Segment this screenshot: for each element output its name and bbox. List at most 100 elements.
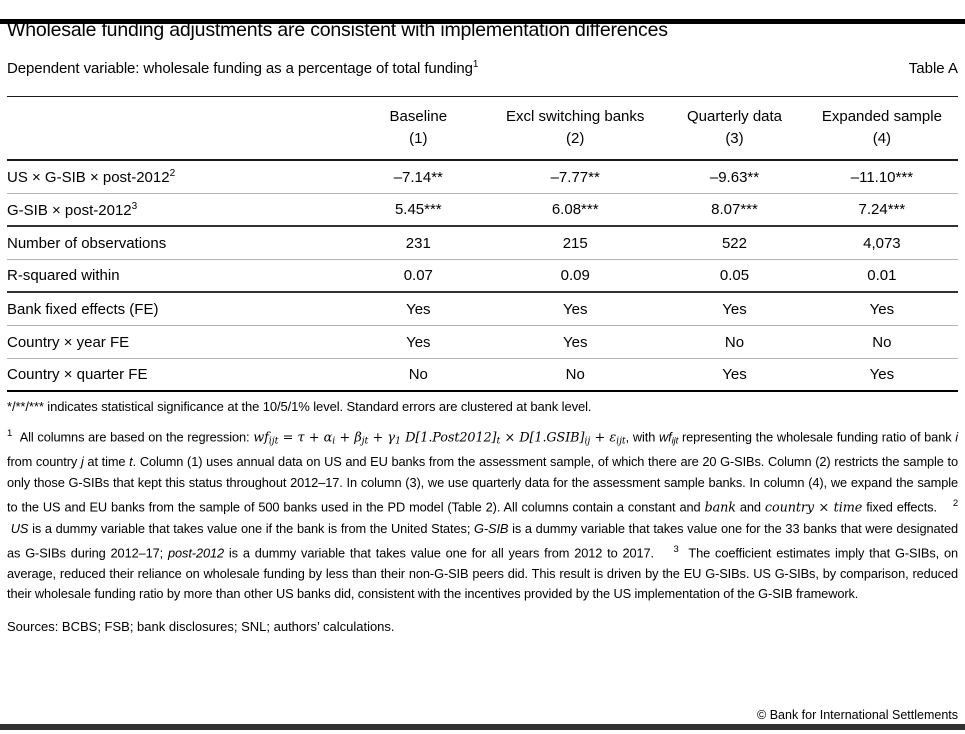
cell-value: 522 <box>721 234 747 252</box>
footnote-text: 1 <box>394 435 401 447</box>
cell-value: 7.24*** <box>858 201 906 218</box>
row-label: R-squared within <box>7 267 120 284</box>
cell-value: 0.09 <box>560 267 590 284</box>
footnote-text: G-SIB <box>474 520 509 536</box>
footnote-text: , with <box>625 429 660 445</box>
sources-line: Sources: BCBS; FSB; bank disclosures; SN… <box>7 619 395 635</box>
footnote-marker: 2 <box>169 168 176 179</box>
footnote-text: ijt <box>671 435 679 447</box>
footnote-text: + γ <box>368 430 396 446</box>
footnote-text: post-2012 <box>168 544 225 560</box>
footnote-marker: 3 <box>131 200 138 212</box>
table-row: Country × quarter FE No No Yes Yes <box>7 359 958 392</box>
cell-value: Yes <box>562 333 588 351</box>
cell-value: Yes <box>562 300 588 318</box>
footnote-text: wf <box>253 430 269 446</box>
cell-value: Yes <box>869 366 895 383</box>
footnote-text: j <box>80 454 84 470</box>
footnote-text: ijt <box>616 435 626 447</box>
footnote-text: fixed effects. <box>862 498 953 514</box>
significance-note: */**/*** indicates statistical significa… <box>7 399 592 414</box>
cell-value: 8.07*** <box>711 201 758 218</box>
footnote-text: US <box>10 520 29 536</box>
cell-value: No <box>724 333 745 351</box>
cell-value: 6.08*** <box>551 201 599 218</box>
footnote-text: × D[1.GSIB] <box>500 430 585 446</box>
cell-value: No <box>408 366 428 383</box>
column-header-number: (3) <box>725 130 744 147</box>
footnote-text: The coefficient estimates imply that G-S… <box>7 544 959 602</box>
footnote-text: ij <box>584 435 591 447</box>
footnote-text: representing the wholesale funding ratio… <box>678 429 956 445</box>
cell-value: Yes <box>869 300 895 318</box>
table-row: Number of observations 231 215 522 4,073 <box>7 227 958 260</box>
column-header: Excl switching banks (2) <box>487 97 663 159</box>
footnote-marker: 1 <box>472 59 479 70</box>
cell-value: –11.10*** <box>850 168 914 186</box>
cell-value: No <box>565 366 585 383</box>
row-label: US × G-SIB × post-20122 <box>7 168 176 186</box>
cell-value: Yes <box>722 366 747 383</box>
column-header-number: (2) <box>566 130 585 147</box>
footnote-marker: 2 <box>952 497 959 509</box>
top-rule-bar <box>0 19 965 24</box>
subtitle-row: Dependent variable: wholesale funding as… <box>7 59 958 77</box>
column-header-label: Quarterly data <box>686 108 783 125</box>
header-spacer <box>7 97 349 159</box>
footnote-text: + β <box>335 430 362 446</box>
footnote-marker: 1 <box>7 428 13 439</box>
table-row: R-squared within 0.07 0.09 0.05 0.01 <box>7 260 958 293</box>
cell-value: No <box>872 333 892 351</box>
bottom-rule-bar <box>0 724 965 730</box>
cell-value: 215 <box>562 234 588 252</box>
column-header-number: (4) <box>872 130 892 147</box>
footnote-text: is a dummy variable that takes value one… <box>7 520 958 560</box>
row-label: Number of observations <box>7 234 167 252</box>
cell-value: 0.07 <box>403 267 433 284</box>
dependent-variable-subtitle: Dependent variable: wholesale funding as… <box>7 59 478 77</box>
column-header: Baseline (1) <box>349 97 487 159</box>
cell-value: 4,073 <box>863 234 901 252</box>
footnote-text: country × time <box>764 499 863 515</box>
footnote-text: . Column (1) uses annual data on US and … <box>7 454 958 514</box>
column-header-label: Baseline <box>389 108 448 125</box>
table-label: Table A <box>908 60 958 77</box>
footnote-text: t <box>496 435 501 447</box>
footnote-text: + ε <box>590 430 617 446</box>
footnote-marker: 3 <box>673 543 679 555</box>
footnote-text: t <box>129 454 133 470</box>
row-label: Country × year FE <box>7 333 130 351</box>
cell-value: Yes <box>406 300 431 318</box>
subtitle-text: Dependent variable: wholesale funding as… <box>7 60 473 77</box>
page: Wholesale funding adjustments are consis… <box>0 19 965 634</box>
footnote-text: i <box>332 435 336 447</box>
cell-value: 0.01 <box>867 267 897 284</box>
footnote-text: wf <box>659 429 672 445</box>
table-body: US × G-SIB × post-20122 –7.14** –7.77** –9.… <box>7 161 958 392</box>
column-header-number: (1) <box>409 130 428 147</box>
footnote-text: from country <box>7 454 81 470</box>
table-row: Bank fixed effects (FE) Yes Yes Yes Yes <box>7 293 958 326</box>
cell-value: –7.14** <box>393 168 443 186</box>
cell-value: Yes <box>406 333 431 351</box>
row-label: G-SIB × post-20123 <box>7 200 138 219</box>
footnote-text: i <box>955 429 959 445</box>
column-header-label: Excl switching banks <box>506 108 645 125</box>
column-header: Expanded sample (4) <box>806 97 958 159</box>
table-header-row: Baseline (1) Excl switching banks (2) Quarte… <box>7 96 958 161</box>
column-header: Quarterly data (3) <box>663 97 806 159</box>
copyright-notice: © Bank for International Settlements <box>757 708 958 722</box>
row-label: Bank fixed effects (FE) <box>7 300 159 318</box>
table-row: Country × year FE Yes Yes No No <box>7 326 958 359</box>
row-label: Country × quarter FE <box>7 366 148 383</box>
footnote-text: is a dummy variable that takes value one… <box>28 520 475 536</box>
footnote-text: is a dummy variable that takes value one… <box>224 544 674 560</box>
footnote-text: = τ + α <box>278 430 333 446</box>
footnote-text: D[1.Post2012] <box>400 430 497 446</box>
footnote-text: and <box>735 498 765 514</box>
column-header-label: Expanded sample <box>821 108 942 125</box>
cell-value: Yes <box>722 300 747 318</box>
footnote-text: jt <box>361 435 369 447</box>
cell-value: 5.45*** <box>394 201 442 218</box>
page-title: Wholesale funding adjustments are consis… <box>7 19 668 41</box>
